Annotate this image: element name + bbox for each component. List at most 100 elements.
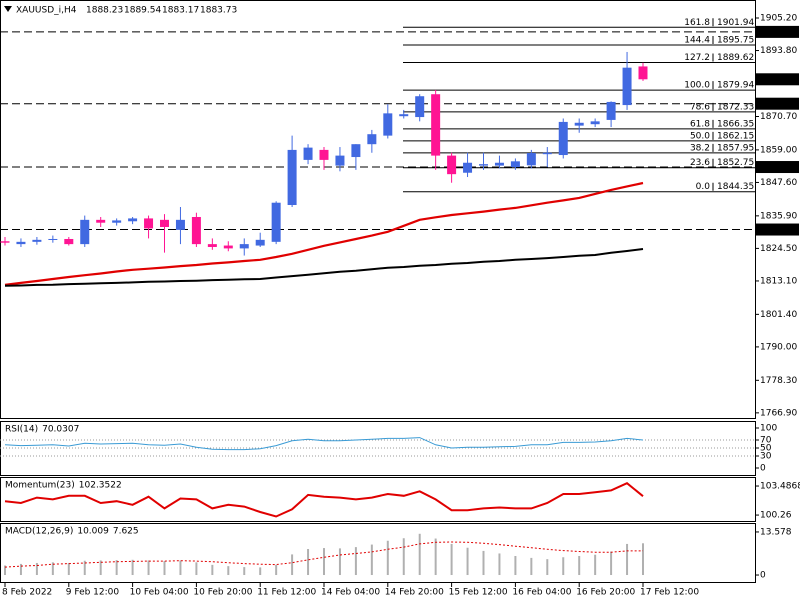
header-close: 1883.73 [200, 6, 237, 16]
fib-price: 1844.35 [717, 182, 754, 192]
y-tick-label: 1790.00 [760, 342, 797, 352]
price-level-box [756, 161, 799, 174]
candle-body [622, 67, 632, 106]
candle-body [223, 245, 233, 249]
candle-body [96, 219, 106, 223]
fib-price: 1895.75 [717, 35, 754, 45]
y-tick-label: 50 [760, 444, 772, 454]
fib-price: 1901.94 [717, 18, 754, 28]
fib-price: 1857.95 [717, 143, 754, 153]
y-tick-label: 1835.90 [760, 211, 797, 221]
indicator-title: RSI(14) [5, 425, 38, 435]
y-tick-label: 0 [760, 571, 766, 581]
y-tick-label: 1813.10 [760, 276, 797, 286]
candle-body [606, 101, 616, 120]
y-tick-label: 1859.00 [760, 145, 797, 155]
candle-body [383, 113, 393, 136]
candle-body [128, 218, 138, 222]
header-icon [4, 6, 12, 12]
x-tick-label: 14 Feb 20:00 [385, 588, 444, 598]
y-tick-label: 30 [760, 452, 772, 462]
x-tick-label: 9 Feb 12:00 [66, 588, 120, 598]
x-tick-label: 15 Feb 12:00 [449, 588, 508, 598]
candle-body [447, 155, 457, 175]
candle-body [335, 155, 345, 166]
price-level-label: 1853.00 [760, 163, 797, 173]
fib-price: 1872.33 [717, 102, 754, 112]
y-tick-label: 1893.80 [760, 46, 797, 56]
current-price-label: 1883.73 [760, 75, 797, 85]
indicator-title: Momentum(23) [5, 481, 75, 491]
y-tick-label: 100 [760, 424, 777, 434]
candle-body [16, 241, 26, 245]
candle-body [526, 153, 536, 166]
price-level-box [756, 25, 799, 38]
y-tick-label: 103.4868 [760, 482, 800, 492]
fib-price: 1862.15 [717, 131, 754, 141]
candle-body [558, 121, 568, 156]
candle-body [271, 202, 281, 242]
price-level-label: 1875.18 [760, 99, 797, 109]
y-tick-label: 13.578 [760, 527, 792, 537]
y-tick-label: 1801.40 [760, 310, 797, 320]
candle-body [510, 161, 520, 168]
fib-level: 144.4 [684, 35, 710, 45]
indicator-value: 10.009 [77, 527, 109, 537]
candle-body [207, 244, 217, 247]
momentum-panel [0, 477, 756, 522]
candle-body [255, 239, 265, 246]
plot-layer: 1905.20 1893.80 1870.70 1859.00 1847.60 1835.… [0, 13, 800, 598]
candle-body [239, 244, 249, 249]
candle-body [415, 96, 425, 118]
fib-price: 1866.35 [717, 119, 754, 129]
symbol-title: XAUUSD_i,H4 [16, 6, 77, 16]
price-level-box [756, 97, 799, 110]
fib-level: 61.8 [690, 119, 710, 129]
current-price-box [756, 73, 799, 86]
candle-body [144, 218, 154, 229]
candle-body [542, 152, 552, 155]
fib-price: 1879.94 [717, 81, 754, 91]
candle-body [64, 238, 74, 245]
candle-body [463, 162, 473, 173]
indicator-title: MACD(12,26,9) [5, 527, 73, 537]
candle-body [80, 219, 90, 245]
candle-body [48, 238, 58, 240]
fib-level: 50.0 [690, 131, 710, 141]
y-tick-label: 1824.50 [760, 244, 797, 254]
x-tick-label: 16 Feb 04:00 [512, 588, 571, 598]
candle-body [175, 219, 185, 230]
x-tick-label: 11 Feb 12:00 [257, 588, 316, 598]
y-tick-label: 100.26 [760, 511, 792, 521]
indicator-line [4, 437, 644, 451]
y-tick-label: 1766.90 [760, 408, 797, 418]
x-tick-label: 10 Feb 04:00 [130, 588, 189, 598]
signal-line [4, 541, 644, 568]
candle-body [574, 122, 584, 126]
x-tick-label: 14 Feb 04:00 [321, 588, 380, 598]
fib-level: 161.8 [684, 18, 710, 28]
x-tick-label: 10 Feb 20:00 [193, 588, 252, 598]
candle-body [303, 147, 313, 160]
header-high: 1889.54 [124, 6, 161, 16]
candle-body [399, 114, 409, 117]
candle-body [431, 94, 441, 156]
indicator-line [4, 482, 644, 518]
macd-panel [0, 523, 756, 583]
fib-level: 0.0 [696, 182, 711, 192]
indicator-value: 7.625 [113, 527, 139, 537]
candle-body [32, 239, 42, 242]
y-tick-label: 1905.20 [760, 13, 797, 23]
candle-body [479, 164, 488, 166]
y-tick-label: 1847.60 [760, 178, 797, 188]
x-tick-label: 16 Feb 20:00 [576, 588, 635, 598]
candle-body [319, 149, 329, 160]
candle-body [590, 121, 600, 125]
candle-body [287, 149, 297, 206]
header-low: 1883.17 [162, 6, 199, 16]
y-tick-label: 70 [760, 436, 772, 446]
candle-body [191, 216, 201, 245]
fib-level: 127.2 [684, 53, 710, 63]
